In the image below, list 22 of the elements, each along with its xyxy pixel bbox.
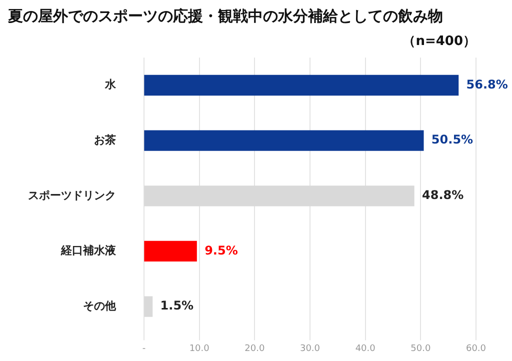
x-tick-label: 20.0 <box>244 344 265 354</box>
y-tick-label: 水 <box>104 78 117 92</box>
data-label: 9.5% <box>204 243 238 258</box>
bar <box>144 240 197 262</box>
bar <box>144 130 424 151</box>
chart-title: 夏の屋外でのスポーツの応援・観戦中の水分補給としての飲み物 <box>7 6 443 25</box>
bar <box>144 74 459 96</box>
x-tick-label: 60.0 <box>466 344 486 354</box>
y-tick-label: その他 <box>83 299 117 312</box>
x-tick-label: - <box>142 344 146 354</box>
data-label: 56.8% <box>466 77 508 92</box>
data-label: 1.5% <box>160 298 194 313</box>
x-tick-label: 30.0 <box>300 344 320 354</box>
y-tick-label: 経口補水液 <box>60 244 117 258</box>
data-label: 48.8% <box>422 188 464 202</box>
x-tick-label: 40.0 <box>355 344 376 354</box>
x-tick-label: 10.0 <box>189 344 210 354</box>
y-tick-label: お茶 <box>94 133 116 146</box>
y-tick-label: スポーツドリンク <box>28 188 116 202</box>
data-label: 50.5% <box>431 132 474 147</box>
x-tick-label: 50.0 <box>410 344 431 354</box>
chart-subtitle: （n=400） <box>402 34 476 50</box>
